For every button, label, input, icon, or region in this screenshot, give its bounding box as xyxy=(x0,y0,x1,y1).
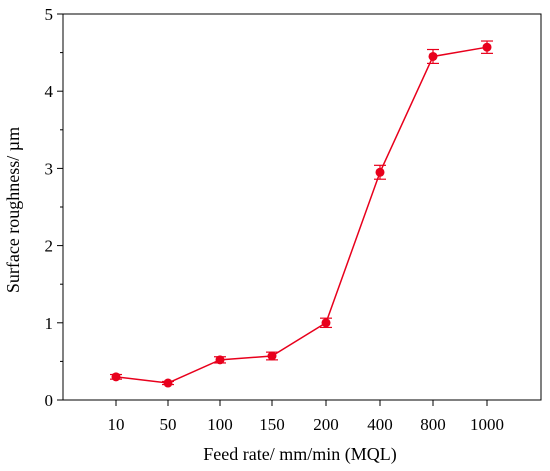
x-tick-label: 50 xyxy=(160,415,177,434)
x-axis-label: Feed rate/ mm/min (MQL) xyxy=(203,444,396,465)
x-tick-label: 1000 xyxy=(470,415,504,434)
x-tick-label: 100 xyxy=(207,415,233,434)
x-tick-label: 10 xyxy=(108,415,125,434)
x-tick-label: 150 xyxy=(259,415,285,434)
x-tick-label: 200 xyxy=(313,415,339,434)
data-point xyxy=(482,42,492,52)
y-tick-label: 4 xyxy=(45,82,54,101)
series-line xyxy=(115,46,488,384)
y-tick-label: 0 xyxy=(45,391,54,410)
x-tick-label: 800 xyxy=(420,415,446,434)
data-point xyxy=(111,372,121,382)
y-tick-label: 2 xyxy=(45,237,54,256)
axes xyxy=(62,13,542,401)
data-point xyxy=(321,318,331,328)
y-axis-label: Surface roughness/ µm xyxy=(3,127,23,293)
data-point xyxy=(375,167,385,177)
x-tick-label: 400 xyxy=(367,415,393,434)
data-point xyxy=(428,51,438,61)
data-point xyxy=(267,351,277,361)
x-ticks: 10 50 100 150 200 400 800 1000 xyxy=(108,400,504,434)
y-tick-label: 3 xyxy=(45,159,54,178)
series xyxy=(110,40,493,388)
y-tick-label: 1 xyxy=(45,314,54,333)
y-ticks: 0 1 2 3 4 5 xyxy=(45,5,63,410)
data-point xyxy=(163,378,173,388)
y-tick-label: 5 xyxy=(45,5,54,24)
data-point xyxy=(215,355,225,365)
plot-frame xyxy=(62,13,542,401)
